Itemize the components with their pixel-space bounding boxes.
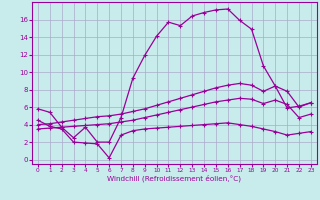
X-axis label: Windchill (Refroidissement éolien,°C): Windchill (Refroidissement éolien,°C) (108, 175, 241, 182)
